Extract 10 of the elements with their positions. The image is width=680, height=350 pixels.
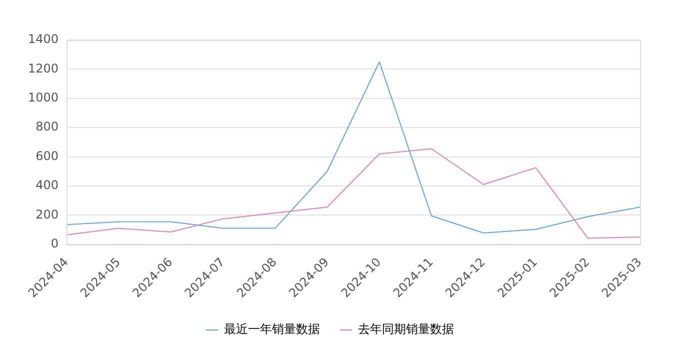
- y-tick-label: 1400: [28, 32, 59, 46]
- legend-label: 最近一年销量数据: [224, 322, 320, 336]
- y-tick-label: 600: [36, 148, 59, 163]
- y-tick-label: 400: [36, 178, 59, 192]
- y-tick-label: 1200: [28, 61, 59, 76]
- y-tick-label: 800: [36, 120, 59, 134]
- y-tick-label: 0: [50, 236, 59, 250]
- y-tick-label: 200: [36, 207, 59, 222]
- legend-label: 去年同期销量数据: [358, 322, 454, 336]
- y-tick-label: 1000: [28, 90, 59, 105]
